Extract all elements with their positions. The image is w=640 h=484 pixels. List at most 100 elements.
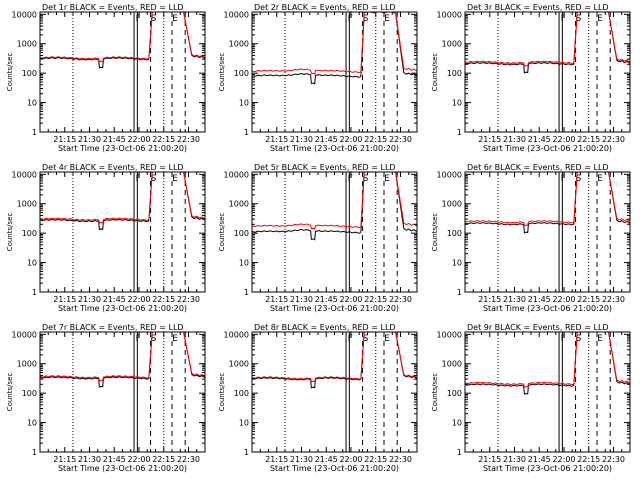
x-tick-label: 21:15 xyxy=(478,295,501,304)
x-axis-label: Start Time (23-Oct-06 21:00:20) xyxy=(483,144,612,153)
lld-series-line xyxy=(251,171,418,230)
x-tick-label: 22:00 xyxy=(127,455,150,464)
x-tick-label: 21:15 xyxy=(53,135,76,144)
events-series-line xyxy=(464,11,631,74)
y-axis-label: Counts/sec xyxy=(218,53,226,92)
x-tick-label: 21:45 xyxy=(528,295,551,304)
x-tick-label: 21:45 xyxy=(315,295,338,304)
x-tick-label: 21:30 xyxy=(78,295,101,304)
y-tick-label: 100 xyxy=(22,229,37,238)
x-tick-label: 21:45 xyxy=(315,135,338,144)
y-tick-label: 10000 xyxy=(437,170,462,179)
panel-title: Det 2r BLACK = Events, RED = LLD xyxy=(254,3,396,12)
events-series-line xyxy=(252,171,418,241)
marker-letter: S xyxy=(363,174,369,184)
y-tick-label: 1 xyxy=(32,288,37,297)
x-axis-label: Start Time (23-Oct-06 21:00:20) xyxy=(270,144,399,153)
marker-letter: E xyxy=(172,334,178,344)
panel-title: Det 9r BLACK = Events, RED = LLD xyxy=(467,323,609,332)
marker-letter: E xyxy=(384,14,390,24)
marker-letter: S xyxy=(576,334,582,344)
marker-letter: F xyxy=(348,174,353,184)
detector-panel-2: Det 2r BLACK = Events, RED = LLD F S E 1 10 10… xyxy=(218,3,418,153)
y-axis-label: Counts/sec xyxy=(431,213,439,252)
panel-title: Det 7r BLACK = Events, RED = LLD xyxy=(42,323,184,332)
x-tick-label: 22:15 xyxy=(364,455,387,464)
marker-letter: F xyxy=(136,174,141,184)
x-tick-label: 21:30 xyxy=(503,295,526,304)
x-tick-label: 22:00 xyxy=(127,135,150,144)
marker-letter: E xyxy=(597,334,603,344)
y-tick-label: 10000 xyxy=(12,170,37,179)
y-tick-label: 1000 xyxy=(229,200,249,209)
y-tick-label: 10 xyxy=(239,99,249,108)
x-tick-label: 22:15 xyxy=(577,295,600,304)
panel-title: Det 3r BLACK = Events, RED = LLD xyxy=(467,3,609,12)
y-tick-label: 1 xyxy=(244,128,249,137)
y-axis-label: Counts/sec xyxy=(6,53,14,92)
plot-frame xyxy=(39,331,206,453)
panel-title: Det 6r BLACK = Events, RED = LLD xyxy=(467,163,609,172)
x-tick-label: 22:30 xyxy=(389,455,412,464)
x-tick-label: 21:45 xyxy=(103,295,126,304)
y-tick-label: 10 xyxy=(452,99,462,108)
x-tick-label: 22:30 xyxy=(602,455,625,464)
x-tick-label: 21:45 xyxy=(103,135,126,144)
detector-panel-1: Det 1r BLACK = Events, RED = LLD F S E 1 10 10… xyxy=(6,3,206,153)
events-series-line xyxy=(251,331,418,389)
x-tick-label: 22:30 xyxy=(177,135,200,144)
x-tick-label: 21:30 xyxy=(503,455,526,464)
x-tick-label: 21:45 xyxy=(315,455,338,464)
x-tick-label: 22:00 xyxy=(552,455,575,464)
y-tick-label: 100 xyxy=(447,229,462,238)
marker-letter: E xyxy=(172,174,178,184)
x-tick-label: 21:45 xyxy=(103,455,126,464)
marker-letter: F xyxy=(561,174,566,184)
x-tick-label: 21:30 xyxy=(290,455,313,464)
marker-letter: F xyxy=(348,334,353,344)
marker-letter: E xyxy=(384,334,390,344)
x-tick-label: 22:00 xyxy=(552,295,575,304)
plot-frame xyxy=(464,171,631,293)
marker-letter: E xyxy=(384,174,390,184)
y-tick-label: 1000 xyxy=(442,200,462,209)
y-tick-label: 10 xyxy=(239,259,249,268)
y-tick-label: 10000 xyxy=(12,10,37,19)
x-tick-label: 21:15 xyxy=(265,135,288,144)
x-tick-label: 22:00 xyxy=(339,135,362,144)
panel-title: Det 4r BLACK = Events, RED = LLD xyxy=(42,163,184,172)
y-axis-label: Counts/sec xyxy=(218,213,226,252)
y-tick-label: 1 xyxy=(32,128,37,137)
y-tick-label: 10000 xyxy=(224,10,249,19)
marker-letter: E xyxy=(597,174,603,184)
events-series-line xyxy=(39,331,206,388)
y-axis-label: Counts/sec xyxy=(431,53,439,92)
y-axis-label: Counts/sec xyxy=(218,373,226,412)
marker-letter: E xyxy=(597,14,603,24)
events-series-line xyxy=(464,171,631,234)
x-tick-label: 22:00 xyxy=(552,135,575,144)
y-tick-label: 10 xyxy=(27,419,37,428)
x-tick-label: 21:30 xyxy=(290,295,313,304)
plot-frame xyxy=(464,331,631,453)
lld-series-line xyxy=(251,11,418,75)
x-tick-label: 22:15 xyxy=(152,135,175,144)
x-tick-label: 22:00 xyxy=(339,295,362,304)
y-tick-label: 1000 xyxy=(442,360,462,369)
marker-letter: F xyxy=(136,334,141,344)
x-tick-label: 21:15 xyxy=(265,455,288,464)
y-tick-label: 100 xyxy=(22,69,37,78)
marker-letter: S xyxy=(151,14,157,24)
x-tick-label: 21:30 xyxy=(78,135,101,144)
x-axis-label: Start Time (23-Oct-06 21:00:20) xyxy=(58,144,187,153)
y-tick-label: 10 xyxy=(452,419,462,428)
x-tick-label: 22:30 xyxy=(602,295,625,304)
y-axis-label: Counts/sec xyxy=(6,373,14,412)
x-tick-label: 22:30 xyxy=(389,295,412,304)
x-tick-label: 21:15 xyxy=(53,455,76,464)
y-tick-label: 100 xyxy=(234,69,249,78)
y-tick-label: 100 xyxy=(234,389,249,398)
y-tick-label: 1000 xyxy=(229,40,249,49)
x-axis-label: Start Time (23-Oct-06 21:00:20) xyxy=(270,304,399,313)
